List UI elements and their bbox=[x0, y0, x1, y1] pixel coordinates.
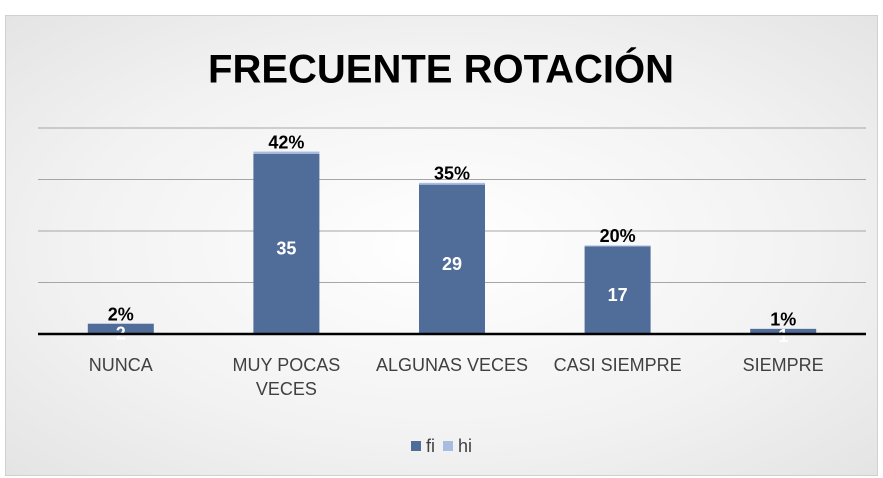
bar-segment bbox=[419, 184, 485, 334]
legend: fi hi bbox=[0, 436, 883, 457]
bar-segment bbox=[584, 246, 651, 334]
x-tick-label: SIEMPRE bbox=[742, 355, 824, 375]
data-label: 1 bbox=[778, 326, 788, 346]
data-label: 42% bbox=[268, 132, 304, 152]
data-label: 29 bbox=[442, 254, 462, 274]
legend-item: hi bbox=[442, 436, 472, 456]
bar-segment bbox=[253, 153, 320, 334]
data-label: 35 bbox=[276, 239, 296, 259]
x-tick-label: NUNCA bbox=[88, 355, 153, 375]
data-label: 17 bbox=[608, 285, 628, 305]
legend-label: fi bbox=[425, 436, 435, 456]
bar-segment bbox=[253, 151, 320, 154]
data-label: 1% bbox=[770, 310, 796, 330]
chart-title: FRECUENTE ROTACIÓN bbox=[208, 46, 674, 92]
bar-segment bbox=[750, 328, 817, 334]
bar-segment bbox=[419, 182, 485, 185]
bar-segment bbox=[87, 323, 154, 334]
bar-segment bbox=[584, 245, 651, 247]
data-label: 2% bbox=[108, 304, 134, 324]
data-label: 20% bbox=[600, 226, 636, 246]
legend-swatch bbox=[410, 441, 421, 451]
x-tick-label: ALGUNAS VECES bbox=[375, 355, 529, 375]
x-tick-label: CASI SIEMPRE bbox=[553, 355, 682, 375]
legend-item: fi bbox=[410, 436, 435, 456]
data-label: 35% bbox=[434, 164, 470, 184]
x-tick-label: MUY POCAS VECES bbox=[232, 355, 341, 399]
legend-swatch bbox=[442, 441, 453, 451]
legend-label: hi bbox=[457, 436, 472, 456]
